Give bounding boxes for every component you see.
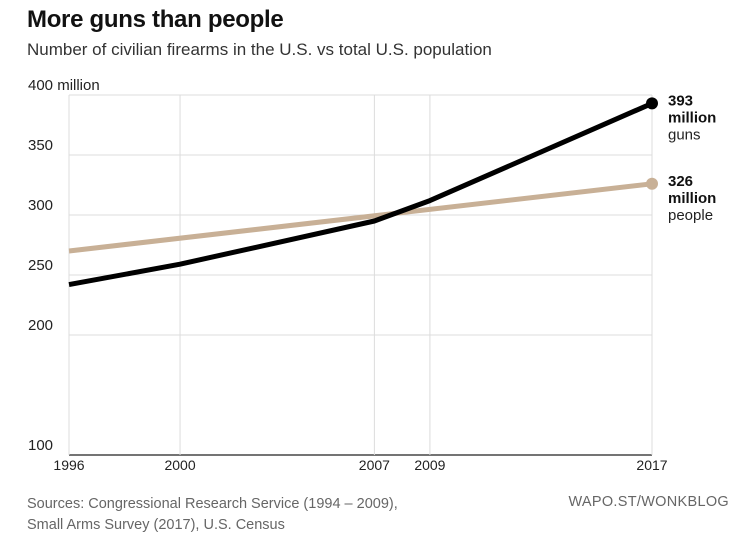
end-label-unit-people: million <box>668 190 716 207</box>
series-line-guns <box>68 101 654 288</box>
y-tick-label: 200 <box>28 317 53 334</box>
x-tick-label: 1996 <box>53 457 84 473</box>
end-label-value-guns: 393 <box>668 92 693 109</box>
y-tick-label: 350 <box>28 137 53 154</box>
chart-title: More guns than people <box>27 6 284 33</box>
y-tick-label: 300 <box>28 197 53 214</box>
end-label-value-people: 326 <box>668 173 693 190</box>
end-label-name-people: people <box>668 207 713 224</box>
y-tick-label: 250 <box>28 257 53 274</box>
end-point-people <box>646 177 658 190</box>
source-note: Sources: Congressional Research Service … <box>27 494 398 536</box>
series-lines <box>68 97 658 288</box>
chart-subtitle: Number of civilian firearms in the U.S. … <box>27 40 492 59</box>
x-tick-label: 2009 <box>414 457 445 473</box>
x-tick-label: 2017 <box>636 457 667 473</box>
x-tick-label: 2007 <box>359 457 390 473</box>
x-axis-ticks: 1996 2000 2007 2009 2017 <box>53 457 667 473</box>
end-label-unit-guns: million <box>668 109 716 126</box>
y-axis-ticks: 100 200 250 300 350 400 million <box>28 77 100 454</box>
source-line-1: Sources: Congressional Research Service … <box>27 496 398 512</box>
end-label-name-guns: guns <box>668 126 701 143</box>
credit-link[interactable]: WAPO.ST/WONKBLOG <box>568 494 729 510</box>
end-point-guns <box>646 97 658 110</box>
y-tick-label: 100 <box>28 437 53 454</box>
y-tick-label: 400 million <box>28 77 100 94</box>
grid-lines <box>68 94 653 456</box>
source-line-2: Small Arms Survey (2017), U.S. Census <box>27 517 285 533</box>
series-line-people <box>68 181 653 254</box>
x-tick-label: 2000 <box>164 457 195 473</box>
